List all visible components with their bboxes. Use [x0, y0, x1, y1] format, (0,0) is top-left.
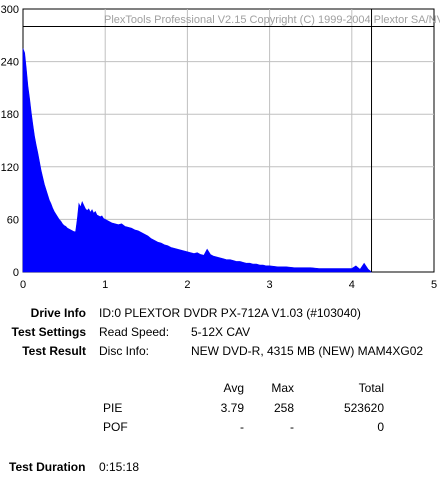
test-result-label: Test Result: [22, 344, 86, 358]
pie-total: 523620: [343, 401, 384, 415]
pie-chart: PlexTools Professional V2.15 Copyright (…: [1, 4, 440, 291]
test-duration-value: 0:15:18: [99, 460, 140, 474]
drive-info-value: ID:0 PLEXTOR DVDR PX-712A V1.03 (#103040…: [99, 306, 361, 320]
pie-series-area: [22, 48, 373, 273]
header-max: Max: [271, 381, 294, 395]
y-tick-label: 60: [7, 214, 19, 226]
pof-max: -: [290, 420, 294, 434]
pof-row-label: POF: [103, 420, 128, 434]
disc-info-value: NEW DVD-R, 4315 MB (NEW) MAM4XG02: [191, 344, 424, 358]
pie-max: 258: [273, 401, 294, 415]
x-tick-label: 4: [349, 279, 355, 291]
disc-info-key: Disc Info:: [99, 344, 150, 358]
x-tick-label: 1: [102, 279, 108, 291]
y-tick-label: 300: [1, 4, 19, 16]
x-tick-label: 2: [184, 279, 190, 291]
pie-row-label: PIE: [103, 401, 123, 415]
test-duration-label: Test Duration: [9, 460, 86, 474]
y-tick-label: 0: [13, 267, 19, 279]
read-speed-key: Read Speed:: [99, 325, 170, 339]
y-tick-label: 180: [1, 109, 19, 121]
x-tick-label: 3: [267, 279, 273, 291]
pof-total: 0: [377, 420, 384, 434]
header-total: Total: [358, 381, 384, 395]
drive-info-label: Drive Info: [30, 306, 86, 320]
pof-avg: -: [240, 420, 244, 434]
watermark: PlexTools Professional V2.15 Copyright (…: [104, 14, 440, 26]
y-tick-label: 120: [1, 162, 19, 174]
x-tick-label: 0: [20, 279, 26, 291]
y-axis-ticks: 0 60 120 180 240 300: [1, 4, 19, 279]
x-tick-label: 5: [431, 279, 437, 291]
y-tick-label: 240: [1, 57, 19, 69]
pie-avg: 3.79: [220, 401, 244, 415]
test-settings-label: Test Settings: [11, 325, 86, 339]
header-avg: Avg: [223, 381, 244, 395]
x-axis-ticks: 0 1 2 3 4 5: [20, 279, 437, 291]
read-speed-value: 5-12X CAV: [191, 325, 251, 339]
